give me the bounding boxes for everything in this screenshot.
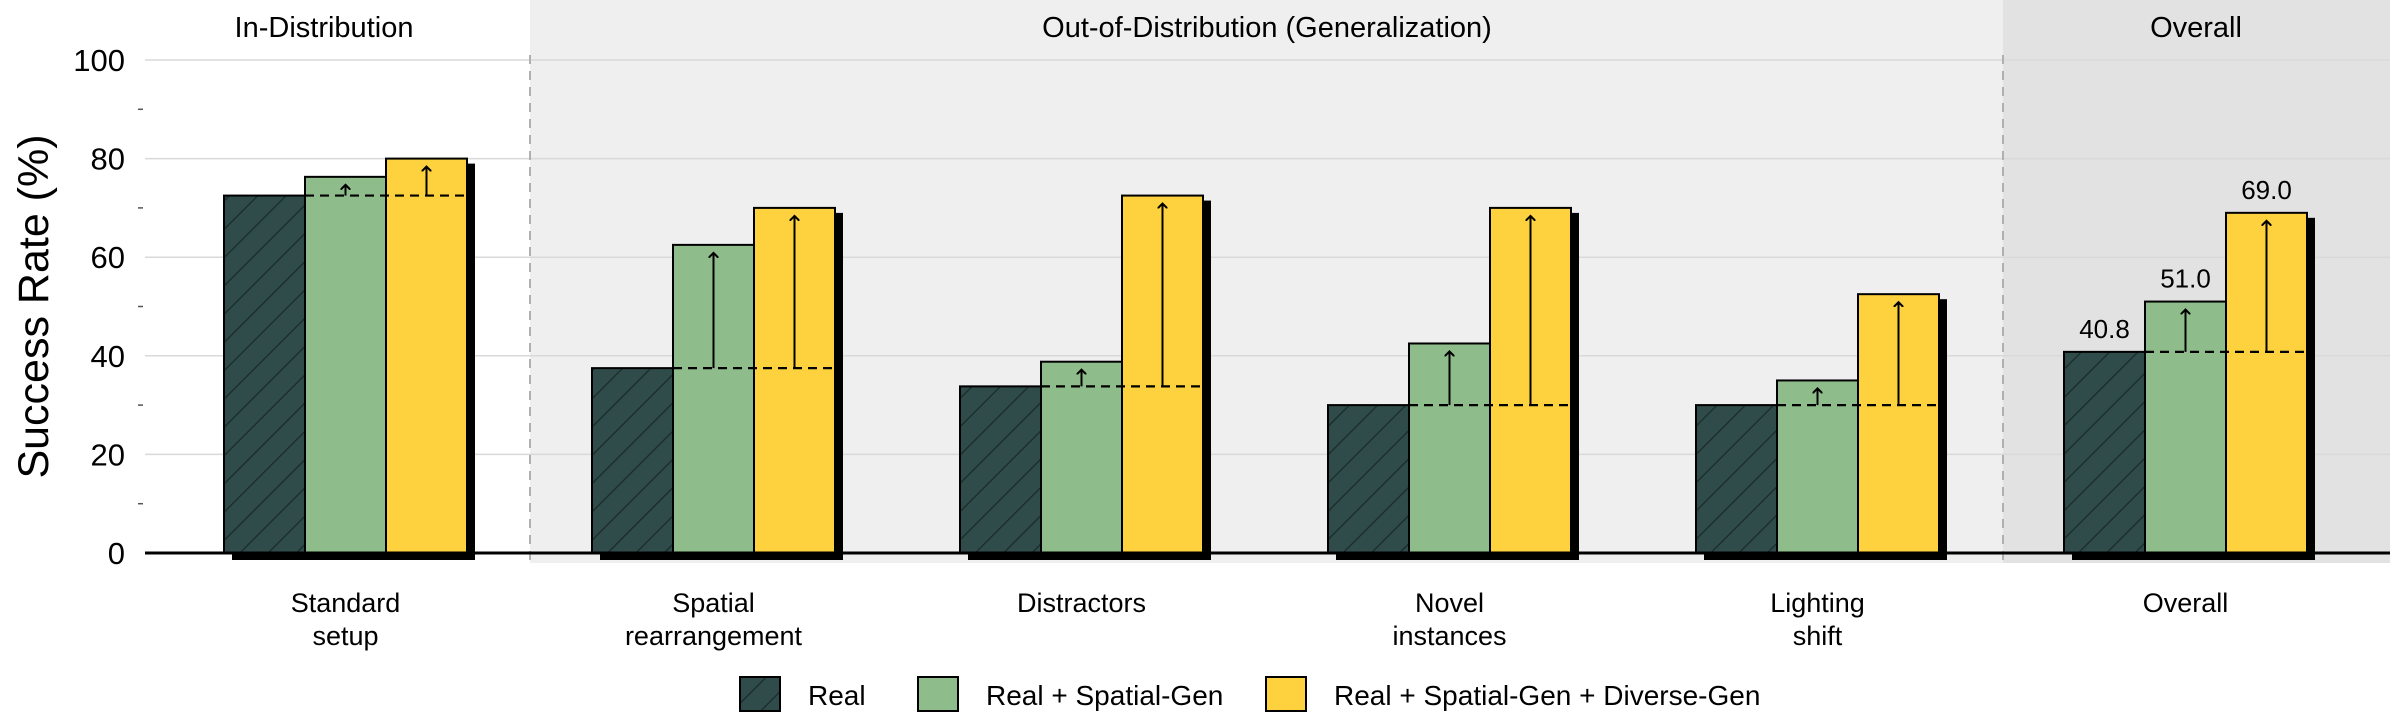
legend-label: Real + Spatial-Gen + Diverse-Gen xyxy=(1334,680,1760,711)
category-label: Distractors xyxy=(1017,588,1146,618)
bar xyxy=(223,194,306,554)
legend-label: Real + Spatial-Gen xyxy=(986,680,1223,711)
data-label: 69.0 xyxy=(2241,175,2292,205)
bar xyxy=(2063,350,2146,554)
category-label-line: Overall xyxy=(2143,588,2229,618)
bar-shadow xyxy=(2072,553,2315,560)
bar xyxy=(591,367,674,554)
bar-shadow xyxy=(968,553,1211,560)
legend-swatch xyxy=(1265,676,1307,712)
data-label: 51.0 xyxy=(2160,264,2211,294)
section-title: In-Distribution xyxy=(235,12,414,44)
y-axis-title: Success Rate (%) xyxy=(10,134,58,478)
category-label-line: Novel xyxy=(1415,588,1484,618)
section-title: Out-of-Distribution (Generalization) xyxy=(1042,12,1492,44)
y-tick-label: 40 xyxy=(91,339,125,374)
category-label-line: setup xyxy=(312,621,378,651)
y-tick-label: 20 xyxy=(91,437,125,472)
category-label-line: shift xyxy=(1793,621,1843,651)
y-tick-label: 0 xyxy=(108,536,125,571)
category-label: Spatial rearrangement xyxy=(625,588,803,651)
y-tick-label: 80 xyxy=(91,142,125,177)
category-label-line: Distractors xyxy=(1017,588,1146,618)
bar-shadow xyxy=(1336,553,1579,560)
category-label-line: Standard xyxy=(291,588,401,618)
bar xyxy=(385,157,468,554)
category-label-line: rearrangement xyxy=(625,621,803,651)
bar-shadow xyxy=(600,553,843,560)
bar xyxy=(1040,360,1123,554)
bar-shadow xyxy=(1704,553,1947,560)
category-label: Standard setup xyxy=(291,588,401,651)
bar xyxy=(959,385,1042,554)
y-tick-label: 100 xyxy=(73,43,125,78)
y-tick-label: 60 xyxy=(91,240,125,275)
bar xyxy=(304,175,387,554)
section-title: Overall xyxy=(2150,12,2242,44)
category-label: Overall xyxy=(2143,588,2229,618)
bar xyxy=(1695,404,1778,554)
bar-shadow xyxy=(232,553,475,560)
data-label: 40.8 xyxy=(2079,314,2130,344)
legend-swatch xyxy=(739,676,781,712)
category-label: Lighting shift xyxy=(1770,588,1865,651)
category-label-line: Lighting xyxy=(1770,588,1865,618)
category-label-line: instances xyxy=(1392,621,1506,651)
category-label-line: Spatial xyxy=(672,588,755,618)
bar xyxy=(1327,404,1410,554)
bar xyxy=(1776,379,1859,555)
legend-label: Real xyxy=(808,680,866,711)
category-label: Novel instances xyxy=(1392,588,1506,651)
legend-swatch xyxy=(917,676,959,712)
